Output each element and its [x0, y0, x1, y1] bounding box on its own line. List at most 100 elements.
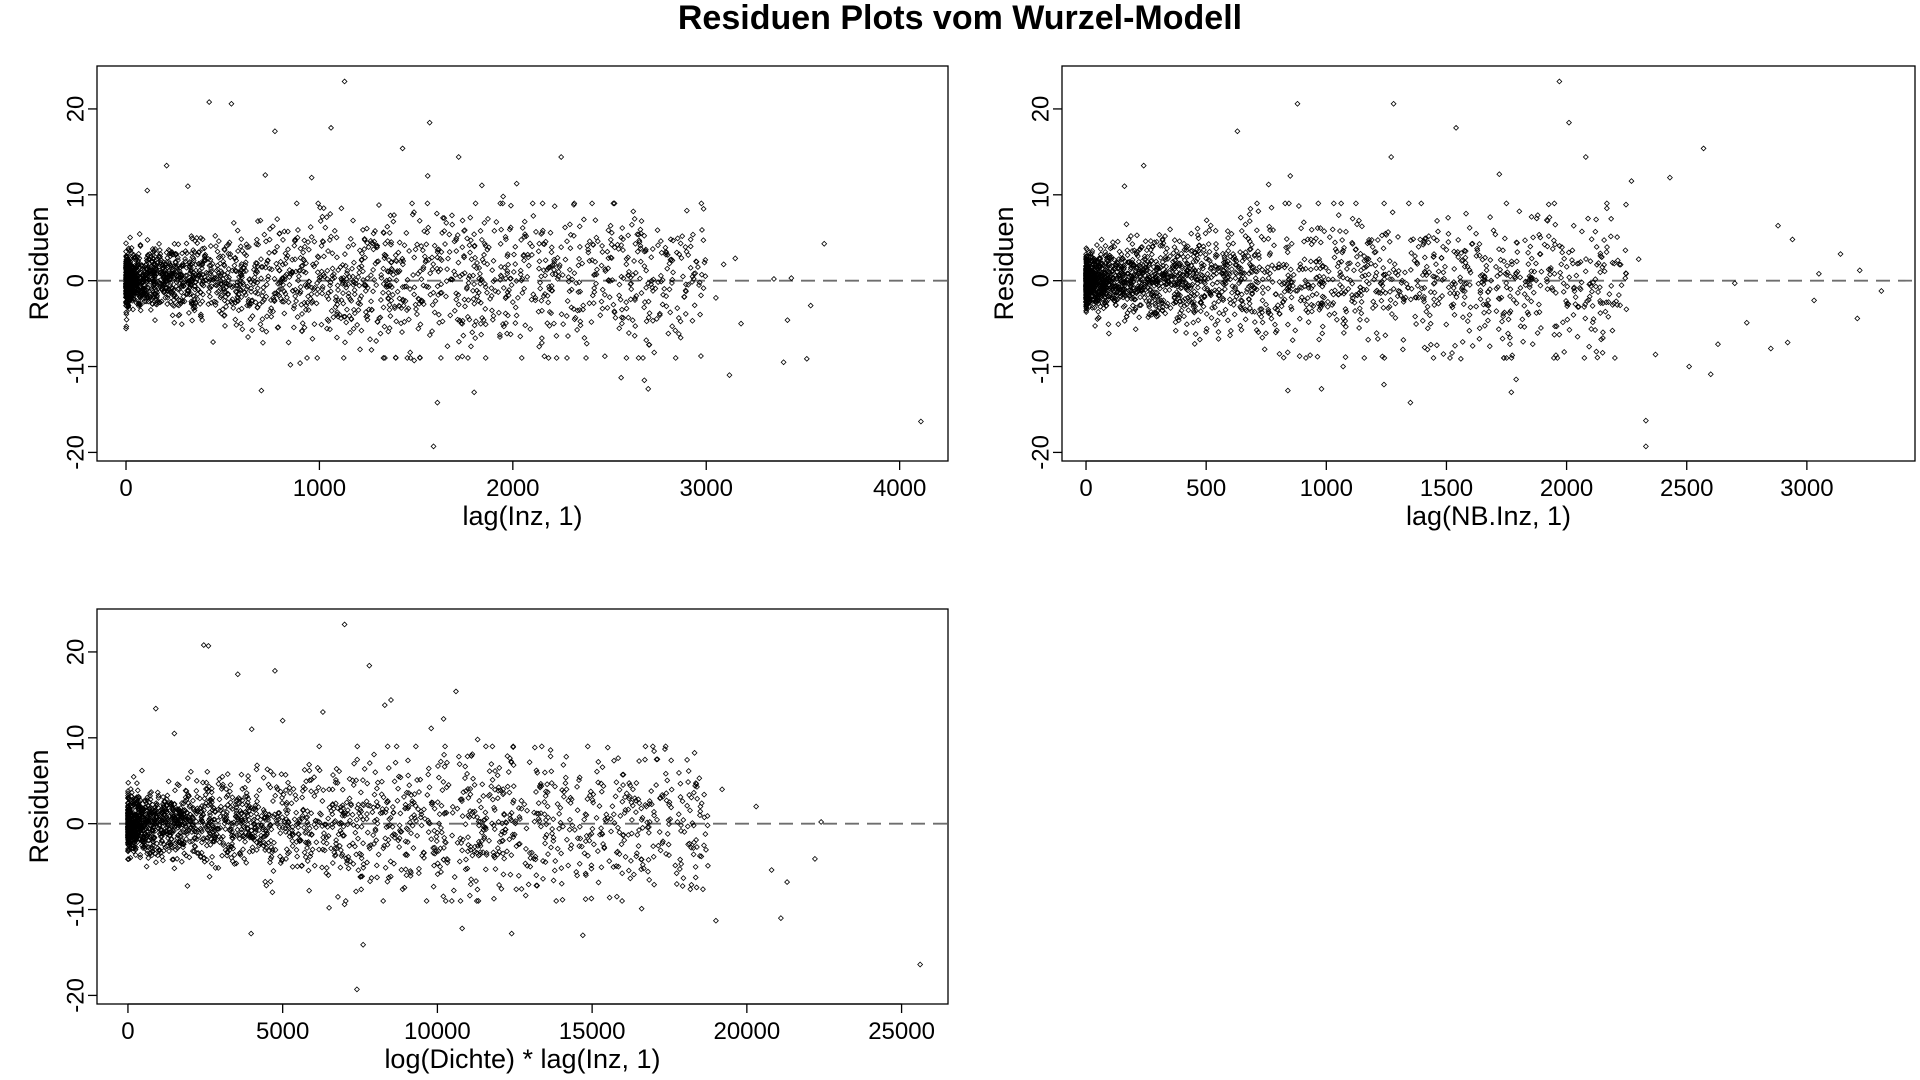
scatter-point: [1219, 250, 1226, 257]
scatter-point: [1083, 296, 1090, 303]
scatter-point: [411, 291, 418, 298]
scatter-point: [416, 217, 423, 224]
scatter-point: [1481, 309, 1488, 316]
scatter-point: [1220, 268, 1227, 274]
scatter-point: [1371, 249, 1378, 256]
scatter-point: [179, 261, 186, 268]
scatter-point: [1381, 381, 1387, 388]
scatter-point: [446, 249, 453, 255]
scatter-point: [241, 289, 248, 296]
scatter-point: [453, 296, 460, 303]
scatter-point: [1164, 255, 1171, 262]
scatter-point: [442, 743, 449, 750]
scatter-point: [391, 834, 398, 841]
scatter-point: [133, 284, 140, 291]
scatter-point: [1137, 294, 1144, 301]
scatter-point: [438, 257, 445, 264]
scatter-point: [1537, 324, 1544, 331]
scatter-point: [329, 250, 336, 257]
scatter-point: [1097, 251, 1104, 258]
scatter-point: [220, 258, 227, 265]
scatter-point: [367, 272, 374, 279]
scatter-point: [170, 251, 176, 258]
scatter-point: [635, 231, 642, 238]
x-tick-label: 1000: [1300, 475, 1353, 502]
scatter-point: [227, 799, 234, 806]
scatter-point: [1208, 289, 1215, 295]
scatter-point: [1349, 280, 1356, 287]
scatter-point: [1101, 300, 1108, 307]
scatter-point: [171, 291, 178, 298]
scatter-point: [341, 313, 347, 320]
scatter-point: [275, 280, 281, 287]
scatter-point: [1235, 280, 1242, 287]
scatter-point: [208, 299, 215, 306]
scatter-point: [1183, 330, 1190, 336]
scatter-point: [286, 784, 293, 791]
scatter-point: [423, 241, 430, 248]
scatter-point: [358, 886, 365, 893]
scatter-point: [1171, 237, 1178, 244]
scatter-point: [1496, 296, 1503, 303]
scatter-point: [476, 275, 483, 282]
scatter-point: [349, 265, 355, 272]
scatter-point: [1609, 259, 1616, 266]
scatter-point: [1811, 297, 1818, 304]
scatter-point: [1289, 282, 1296, 289]
scatter-point: [343, 306, 350, 313]
scatter-point: [1546, 214, 1553, 221]
scatter-point: [161, 288, 168, 295]
scatter-point: [1467, 304, 1474, 311]
scatter-point: [1389, 276, 1395, 283]
scatter-point: [468, 343, 474, 350]
scatter-point: [1337, 269, 1344, 276]
scatter-point: [397, 258, 404, 265]
scatter-point: [263, 281, 270, 288]
scatter-point: [1441, 263, 1448, 270]
scatter-point: [1109, 283, 1116, 290]
scatter-point: [1623, 201, 1629, 208]
scatter-point: [1147, 238, 1154, 244]
scatter-point: [185, 278, 192, 284]
scatter-point: [594, 238, 601, 245]
scatter-point: [1601, 237, 1608, 244]
scatter-point: [1197, 308, 1204, 315]
scatter-point: [1229, 283, 1236, 290]
scatter-point: [302, 269, 309, 276]
scatter-point: [434, 399, 441, 406]
scatter-point: [591, 271, 598, 278]
scatter-point: [1238, 291, 1245, 298]
scatter-point: [1264, 264, 1271, 271]
scatter-point: [517, 267, 524, 274]
scatter-point: [1109, 267, 1116, 274]
scatter-point: [159, 287, 166, 293]
scatter-point: [1192, 331, 1199, 338]
scatter-point: [1397, 292, 1404, 299]
scatter-point: [1566, 274, 1573, 281]
scatter-point: [1335, 291, 1342, 298]
scatter-point: [1148, 251, 1155, 258]
scatter-point: [1253, 278, 1260, 285]
scatter-point: [1175, 292, 1182, 299]
scatter-point: [1607, 233, 1614, 240]
scatter-point: [259, 339, 266, 346]
scatter-point: [1105, 278, 1112, 285]
scatter-point: [159, 284, 166, 291]
scatter-point: [147, 306, 154, 313]
scatter-point: [142, 262, 149, 269]
scatter-point: [1238, 326, 1245, 333]
scatter-point: [271, 290, 278, 297]
scatter-point: [338, 297, 345, 304]
scatter-point: [124, 269, 131, 276]
scatter-point: [266, 236, 273, 243]
scatter-point: [195, 271, 202, 278]
scatter-point: [636, 800, 643, 807]
scatter-point: [399, 255, 406, 262]
scatter-point: [1582, 154, 1589, 160]
scatter-point: [1086, 283, 1093, 290]
scatter-point: [259, 298, 266, 305]
scatter-point: [496, 331, 503, 338]
scatter-point: [1543, 276, 1550, 283]
scatter-point: [1232, 275, 1239, 282]
scatter-point: [1385, 305, 1392, 312]
